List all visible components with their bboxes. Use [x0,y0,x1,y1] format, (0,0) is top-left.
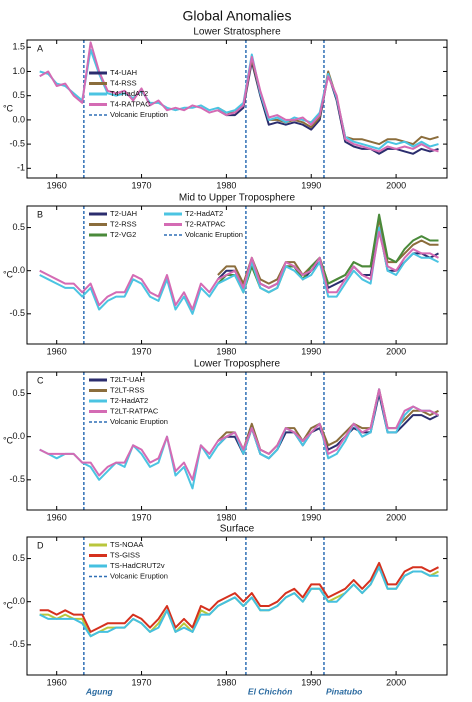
x-tick-label: 1970 [132,512,152,522]
series-line [39,561,439,633]
panel-title: Mid to Upper Troposphere [179,193,296,204]
legend-label: T2LT-RATPAC [110,406,159,415]
x-tick-label: 1970 [132,677,152,687]
series-line [39,41,439,153]
eruption-label: Pinatubo [326,686,362,696]
legend-label: Volcanic Eruption [185,230,243,239]
panel-title: Lower Troposphere [194,359,281,370]
y-axis-label: °C [3,103,14,113]
series-line [217,217,439,285]
series-line [39,226,439,315]
series-line [217,58,439,146]
y-tick-label: -0.5 [9,639,25,649]
legend-label: TS-HadCRUT2v [110,561,165,570]
x-tick-label: 2000 [386,180,406,190]
x-tick-label: 1960 [47,512,67,522]
y-tick-label: 0.5 [12,553,25,563]
legend-label: T2-HadAT2 [110,396,148,405]
panel-title: Lower Stratosphere [193,27,281,38]
legend-label: Volcanic Eruption [110,571,168,580]
panel-title: Surface [220,524,255,535]
y-axis-label: °C [3,600,14,610]
y-tick-label: 0.5 [12,388,25,398]
y-tick-label: -0.5 [9,308,25,318]
panel: Mid to Upper Troposphere 0.5 0.0 -0.5 °C 1960… [3,193,448,356]
y-tick-label: 0.0 [12,431,25,441]
x-tick-label: 1960 [47,180,67,190]
x-tick-label: 1960 [47,677,67,687]
legend-label: T2-RATPAC [185,219,226,228]
x-tick-label: 1970 [132,180,152,190]
legend-label: T2-HadAT2 [185,209,223,218]
y-tick-label: 1.0 [12,66,25,76]
y-tick-label: -0.5 [9,474,25,484]
y-tick-label: 1.5 [12,42,25,52]
panel-label: D [37,540,44,550]
figure-title: Global Anomalies [183,8,292,24]
x-tick-label: 1980 [216,512,236,522]
series-line [39,566,439,638]
x-tick-label: 2000 [386,677,406,687]
y-tick-label: 0.5 [12,222,25,232]
legend-label: T4-UAH [110,68,137,77]
legend-label: T2-VG2 [110,230,136,239]
panel: Lower Stratosphere 1.5 1.0 0.5 0.0 -0.5 -1 °C 19… [3,27,448,190]
y-axis-label: °C [3,435,14,445]
x-tick-label: 1990 [301,346,321,356]
series-line [39,48,439,150]
panel-label: A [37,43,43,53]
legend-label: T2-UAH [110,209,137,218]
legend-label: T2LT-RSS [110,385,144,394]
series-line [39,388,439,481]
panel: Surface 0.5 0.0 -0.5 °C 1960 1970 1980 1990 2000 A… [3,524,448,696]
y-tick-label: 0.5 [12,90,25,100]
y-axis-label: °C [3,269,14,279]
x-tick-label: 2000 [386,346,406,356]
plot-frame [26,205,448,345]
y-tick-label: 0.0 [12,265,25,275]
legend-label: T4-HadAT2 [110,89,148,98]
x-tick-label: 1990 [301,677,321,687]
plot-frame [26,371,448,511]
y-tick-label: -0.5 [9,138,25,148]
eruption-label: El Chichón [248,686,292,696]
legend-label: Volcanic Eruption [110,417,168,426]
y-tick-label: 0.0 [12,596,25,606]
series-line [39,230,439,311]
x-tick-label: 1980 [216,346,236,356]
x-tick-label: 1970 [132,346,152,356]
legend-label: T4-RSS [110,78,137,87]
y-tick-label: -1 [17,163,25,173]
legend-label: T4-RATPAC [110,99,151,108]
legend-label: Volcanic Eruption [110,110,168,119]
plot-frame [26,536,448,676]
legend-label: TS-NOAA [110,540,143,549]
plot-frame [26,39,448,179]
legend-label: T2LT-UAH [110,375,145,384]
x-tick-label: 1990 [301,512,321,522]
panel: Lower Troposphere 0.5 0.0 -0.5 °C 1960 1970 198… [3,359,448,522]
x-tick-label: 2000 [386,512,406,522]
x-tick-label: 1980 [216,180,236,190]
x-tick-label: 1960 [47,346,67,356]
x-tick-label: 1990 [301,180,321,190]
y-tick-label: 0.0 [12,114,25,124]
panel-label: B [37,209,43,219]
x-tick-label: 1980 [216,677,236,687]
legend-label: T2-RSS [110,219,137,228]
panel-label: C [37,375,44,385]
legend-label: TS-GISS [110,550,140,559]
eruption-label: Agung [85,686,114,696]
